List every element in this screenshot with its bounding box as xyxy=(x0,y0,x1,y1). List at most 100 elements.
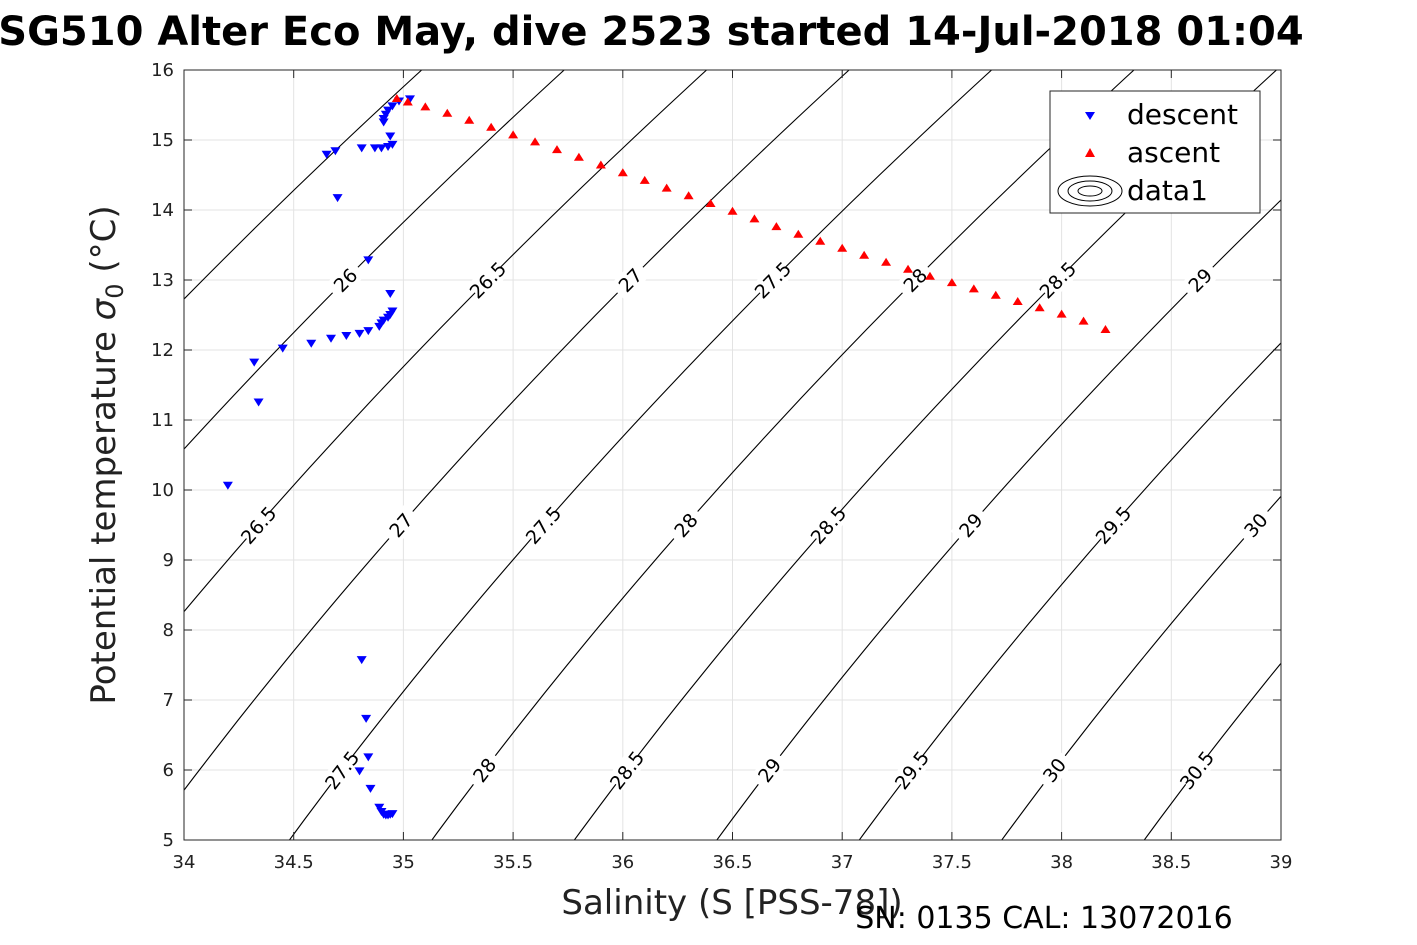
legend-box xyxy=(1049,90,1261,214)
descent-point xyxy=(325,334,336,343)
contour-label-bg xyxy=(1235,504,1276,546)
ascent-point xyxy=(727,206,738,215)
ascent-point xyxy=(683,191,694,200)
legend-entry-ascent: ascent xyxy=(1085,136,1220,169)
ascent-point xyxy=(793,229,804,238)
x-tick-label: 38.5 xyxy=(1151,852,1191,873)
contour-line xyxy=(184,70,423,300)
descent-series xyxy=(222,95,415,820)
descent-point xyxy=(277,344,288,353)
x-tick-label: 34 xyxy=(173,852,196,873)
descent-point xyxy=(330,147,341,156)
y-tick-label: 9 xyxy=(163,550,174,571)
descent-point xyxy=(363,256,374,265)
descent-point xyxy=(374,322,385,331)
ascent-point xyxy=(573,152,584,161)
contour-line xyxy=(716,199,1281,840)
contour-label-bg xyxy=(892,749,932,791)
ascent-point xyxy=(1056,309,1067,318)
descent-point xyxy=(385,132,396,141)
contour-label-bg xyxy=(238,504,279,546)
ascent-point xyxy=(1012,297,1023,305)
descent-point xyxy=(378,118,389,127)
ascent-point xyxy=(617,168,628,177)
contour-label-bg xyxy=(749,749,789,792)
contour-line xyxy=(184,70,708,613)
x-tick-label: 39 xyxy=(1270,852,1293,873)
y-tick-label: 8 xyxy=(163,620,174,641)
x-tick-label: 36 xyxy=(611,852,634,873)
contour-label-bg xyxy=(380,504,421,546)
descent-point xyxy=(383,313,394,322)
descent-point xyxy=(387,140,398,149)
contour-label-bg xyxy=(1179,259,1221,301)
legend-marker-ascent xyxy=(1085,148,1095,157)
contour-label-bg xyxy=(464,749,505,791)
contour-label-bg xyxy=(752,259,794,301)
y-tick-label: 7 xyxy=(163,690,174,711)
legend-label-data1: data1 xyxy=(1127,174,1208,207)
x-axis-ticks: 34 34.5 35 35.5 36 36.5 37 37.5 38 38.5 39 xyxy=(173,70,1293,873)
ascent-point xyxy=(464,115,475,124)
ascent-point xyxy=(530,137,541,146)
ascent-point xyxy=(946,278,957,287)
footer-serial: SN: 0135 CAL: 13072016 xyxy=(855,901,1233,936)
descent-point xyxy=(341,332,352,340)
descent-point xyxy=(365,784,376,793)
ascent-point xyxy=(508,130,519,139)
contour-label-bg xyxy=(322,749,362,792)
y-tick-label: 10 xyxy=(151,480,174,501)
contour-label-bg xyxy=(609,259,651,301)
ascent-point xyxy=(990,290,1001,299)
ascent-point xyxy=(859,250,870,259)
legend: descent ascent data1 xyxy=(1049,90,1261,214)
descent-point xyxy=(376,144,387,153)
contour-line xyxy=(431,70,1135,840)
y-tick-label: 6 xyxy=(163,760,174,781)
descent-point xyxy=(356,144,367,153)
contour-label-bg xyxy=(324,259,366,301)
ascent-point xyxy=(1078,316,1089,325)
x-tick-label: 35 xyxy=(392,852,415,873)
legend-label-ascent: ascent xyxy=(1127,136,1220,169)
ascent-point xyxy=(815,236,826,245)
descent-point xyxy=(369,144,380,153)
contour-label-bg xyxy=(665,504,706,546)
ascent-point xyxy=(1100,325,1111,333)
descent-point xyxy=(354,329,365,338)
y-tick-label: 14 xyxy=(151,200,174,221)
contour-line xyxy=(1001,495,1281,840)
contour-label-bg xyxy=(523,504,564,546)
contour-label-bg xyxy=(607,749,647,791)
descent-point xyxy=(404,95,415,104)
contour-label-bg xyxy=(894,259,936,301)
ascent-point xyxy=(903,264,914,273)
y-axis-label: Potential temperature σ0 (°C) xyxy=(84,205,129,704)
contour-line xyxy=(1143,662,1281,840)
contour-line xyxy=(184,70,565,450)
descent-point xyxy=(380,110,391,119)
descent-point xyxy=(387,102,398,111)
ascent-point xyxy=(420,102,431,111)
x-tick-label: 35.5 xyxy=(493,852,533,873)
contour-label-bg xyxy=(1037,259,1079,301)
ascent-point xyxy=(837,243,848,252)
descent-point xyxy=(332,194,343,203)
ascent-point xyxy=(402,97,413,106)
descent-point xyxy=(356,656,367,665)
ascent-point xyxy=(442,108,453,117)
descent-point xyxy=(363,753,374,762)
legend-marker-descent xyxy=(1085,112,1095,120)
y-tick-label: 5 xyxy=(163,830,174,851)
descent-point xyxy=(253,398,264,407)
x-tick-label: 36.5 xyxy=(712,852,752,873)
y-tick-label: 15 xyxy=(151,130,174,151)
ascent-point xyxy=(771,222,782,231)
y-tick-label: 16 xyxy=(151,60,174,81)
descent-point xyxy=(363,327,374,336)
ascent-series xyxy=(391,94,1111,333)
ascent-point xyxy=(661,183,672,192)
ascent-point xyxy=(551,145,562,154)
ascent-point xyxy=(749,214,760,223)
